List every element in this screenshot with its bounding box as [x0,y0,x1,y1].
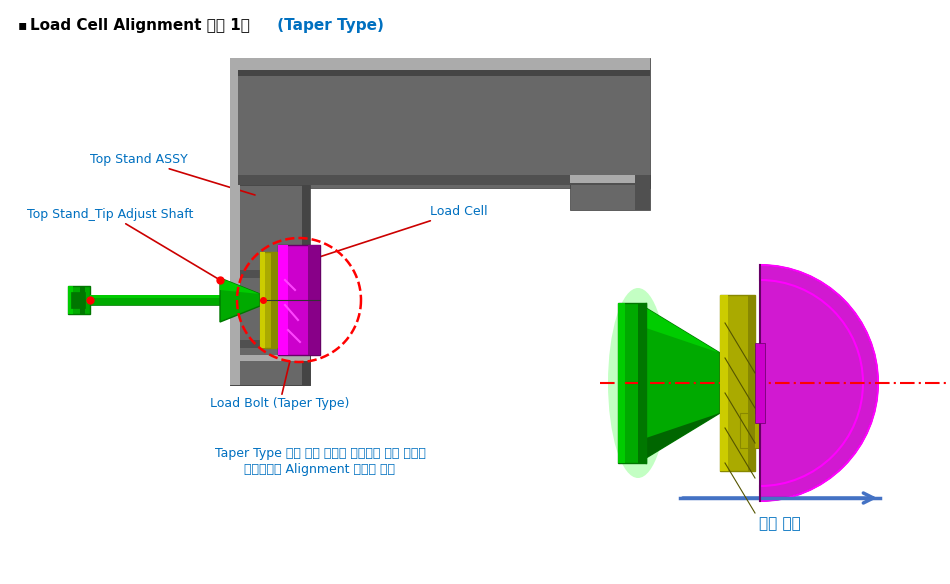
Bar [748,295,755,471]
Bar [570,175,650,210]
Text: Load Cell: Load Cell [310,205,487,260]
Text: 아중 방향: 아중 방향 [759,516,801,531]
Bar [230,70,650,76]
Bar [90,295,220,305]
Polygon shape [646,413,720,458]
Bar [230,355,310,385]
Bar [90,295,220,298]
Bar [720,295,755,471]
Text: Load Bolt (Taper Type): Load Bolt (Taper Type) [210,340,350,410]
Bar [618,303,646,463]
Bar [230,185,240,385]
Bar [260,252,265,348]
Bar [230,58,238,188]
Text: 결합되면서 Alignment 맞추는 방식: 결합되면서 Alignment 맞추는 방식 [244,463,395,476]
Bar [80,286,85,314]
Bar [240,340,300,348]
Bar [68,286,90,314]
Ellipse shape [608,288,668,478]
Ellipse shape [620,308,656,458]
Bar [278,245,320,355]
Bar [68,286,73,314]
Bar [720,295,728,471]
Text: Top Stand ASSY: Top Stand ASSY [90,153,255,195]
Bar [240,270,300,278]
Text: Taper Type 으로 간극 조절기 압부분과 로드 볼트가: Taper Type 으로 간극 조절기 압부분과 로드 볼트가 [215,447,426,460]
Wedge shape [760,265,878,501]
Bar [278,245,288,355]
Bar [271,252,278,348]
Polygon shape [220,278,260,294]
Text: Top Stand_Tip Adjust Shaft: Top Stand_Tip Adjust Shaft [27,208,220,280]
Polygon shape [646,308,720,353]
Bar [230,355,310,361]
Bar [755,343,765,423]
Polygon shape [646,308,720,458]
Bar [618,303,625,463]
Bar [230,175,650,185]
Bar [308,245,320,355]
Text: ▪: ▪ [18,18,28,32]
Bar [71,292,85,308]
Text: (Taper Type): (Taper Type) [272,18,384,33]
Bar [260,252,278,348]
Bar [740,413,760,448]
Polygon shape [220,278,260,322]
Bar [230,58,650,188]
Bar [302,185,310,385]
Bar [635,175,650,210]
Bar [230,185,310,385]
Bar [638,303,646,463]
Text: Load Cell Alignment 설계 1안: Load Cell Alignment 설계 1안 [30,18,250,33]
Bar [570,175,650,183]
Bar [230,58,650,70]
